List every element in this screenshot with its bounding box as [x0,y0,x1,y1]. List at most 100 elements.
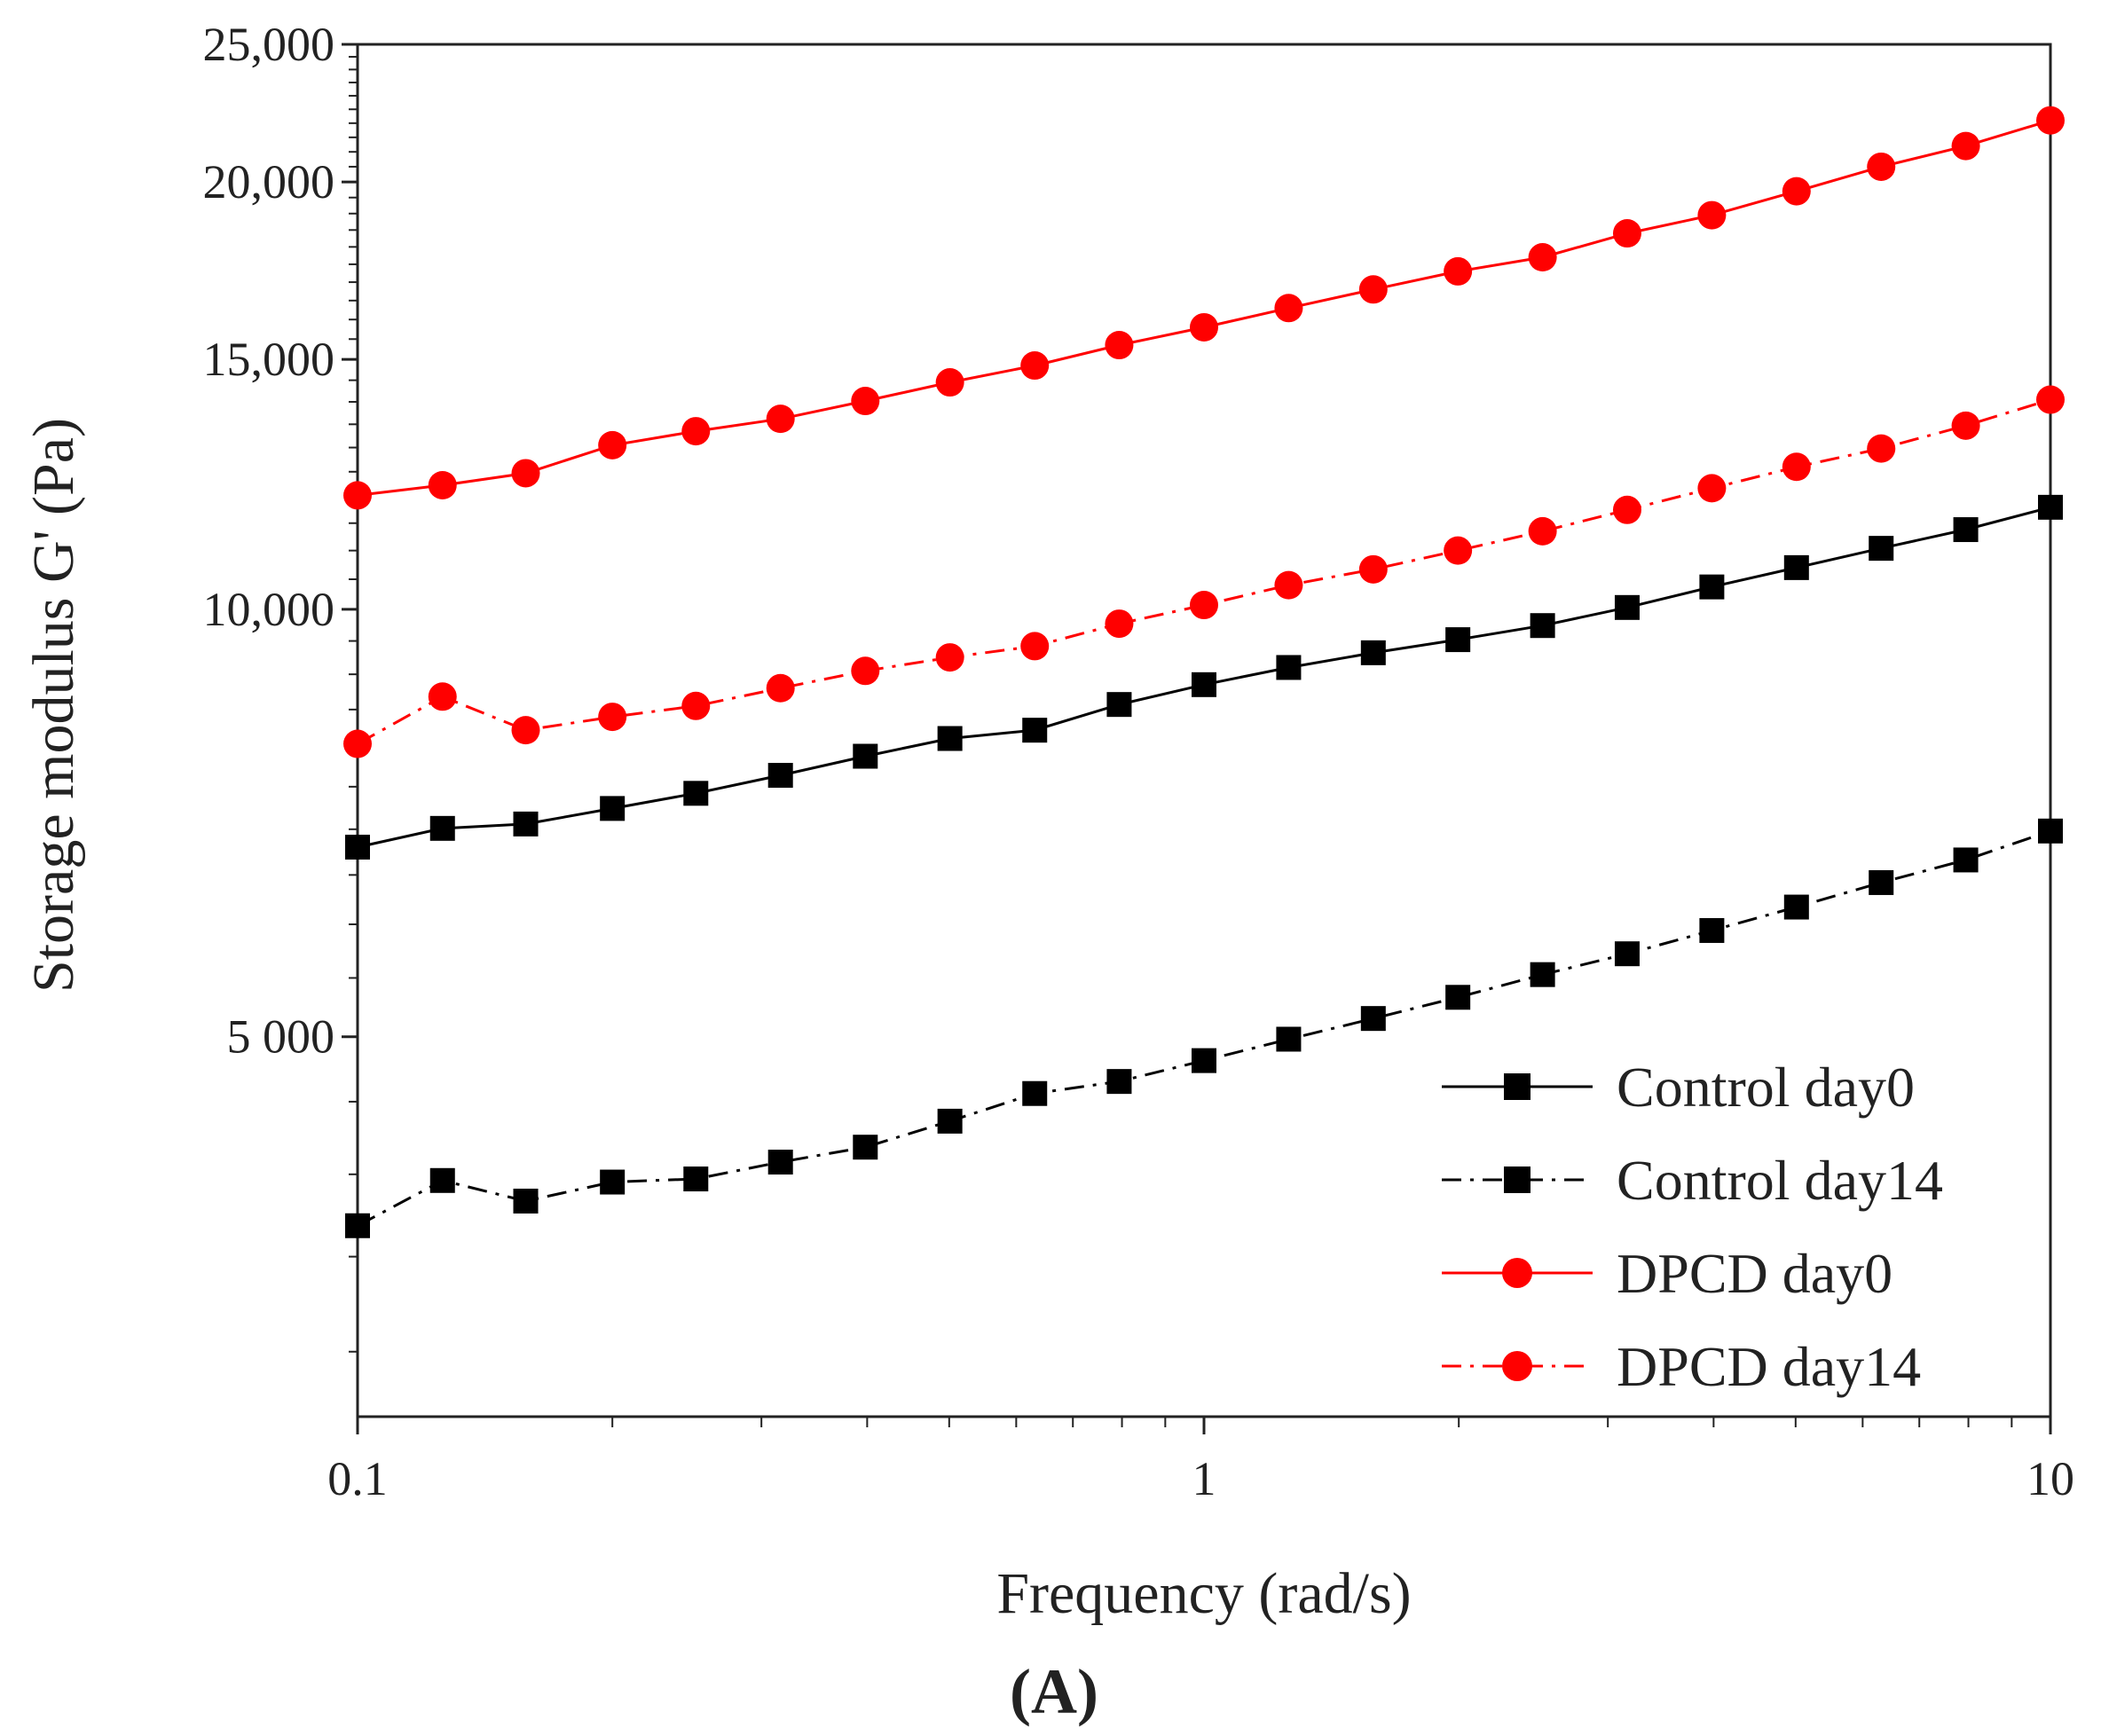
data-point-dpcd-day0 [1782,177,1811,206]
data-point-dpcd-day0 [851,387,880,416]
data-point-control-day14 [1106,1069,1132,1095]
data-point-dpcd-day0 [1020,351,1050,381]
data-point-control-day14 [1360,1006,1386,1032]
data-point-control-day14 [937,1108,963,1134]
data-point-control-day0 [1614,594,1640,620]
data-point-control-day14 [1192,1048,1216,1073]
y-tick-label: 20,000 [203,155,335,208]
data-point-dpcd-day0 [1867,152,1896,181]
legend-entry-control-day0: Control day0 [1442,1056,1915,1119]
data-point-control-day0 [1869,536,1894,562]
x-axis-title: Frequency (rad/s) [996,1561,1411,1626]
data-point-dpcd-day0 [1951,131,1980,161]
data-point-control-day14 [767,1150,793,1175]
data-point-control-day0 [1106,692,1132,718]
x-tick-label: 10 [2026,1452,2074,1505]
data-point-control-day14 [1783,894,1809,920]
legend-label-dpcd-day0: DPCD day0 [1617,1242,1892,1305]
data-point-dpcd-day14 [343,729,372,758]
series-dpcd-day0 [343,106,2065,510]
data-point-control-day14 [1445,985,1471,1010]
data-point-dpcd-day14 [1020,632,1050,661]
data-point-dpcd-day0 [343,481,372,510]
data-point-dpcd-day14 [511,716,540,745]
data-point-control-day14 [345,1213,370,1238]
data-point-dpcd-day0 [428,470,457,499]
data-point-dpcd-day0 [1528,243,1557,272]
data-point-dpcd-day14 [1867,434,1896,463]
data-point-control-day0 [1953,517,1979,543]
data-point-control-day14 [513,1188,539,1214]
data-point-dpcd-day0 [1612,219,1641,248]
y-tick-label: 5 000 [227,1010,335,1064]
data-point-dpcd-day14 [598,703,627,732]
data-point-dpcd-day14 [766,673,795,703]
legend-marker-dpcd-day0 [1502,1258,1532,1288]
series-control-day0 [345,494,2063,860]
data-point-dpcd-day14 [1782,452,1811,482]
data-point-control-day14 [429,1167,455,1193]
data-point-dpcd-day0 [598,430,627,460]
legend-label-control-day14: Control day14 [1617,1149,1943,1212]
data-point-control-day14 [1530,962,1555,987]
data-point-control-day14 [853,1135,878,1160]
data-point-dpcd-day0 [1444,256,1473,286]
data-point-dpcd-day0 [1697,200,1727,230]
y-tick-label: 25,000 [203,18,335,71]
data-point-dpcd-day14 [1274,570,1303,600]
legend: Control day0 Control day14 DPCD day0 DPCD d… [1442,1056,1943,1398]
data-point-dpcd-day0 [1105,331,1134,360]
data-point-control-day0 [1360,640,1386,665]
data-point-dpcd-day14 [1528,516,1557,546]
legend-marker-control-day0 [1504,1073,1531,1100]
data-point-control-day14 [600,1169,626,1195]
data-point-dpcd-day0 [766,405,795,434]
data-point-dpcd-day14 [2036,385,2065,414]
data-point-control-day0 [1530,613,1555,639]
data-point-dpcd-day0 [1358,275,1388,304]
series-line-dpcd-day14 [357,398,2051,745]
legend-marker-control-day14 [1504,1166,1531,1193]
data-point-dpcd-day14 [1951,411,1980,440]
data-point-control-day0 [1445,627,1471,653]
data-point-control-day0 [1192,672,1216,697]
data-point-dpcd-day0 [1190,312,1218,342]
data-point-dpcd-day14 [681,691,711,720]
data-point-control-day0 [1022,718,1048,743]
x-tick-label: 1 [1192,1452,1216,1505]
legend-entry-control-day14: Control day14 [1442,1149,1943,1212]
y-axis-title: Storage modulus G' (Pa) [21,418,86,993]
y-tick-label: 15,000 [203,333,335,386]
legend-entry-dpcd-day0: DPCD day0 [1442,1242,1892,1305]
data-point-control-day0 [1783,554,1809,580]
data-point-control-day14 [1022,1080,1048,1106]
data-point-control-day0 [937,726,963,751]
data-point-dpcd-day14 [1612,495,1641,524]
data-point-control-day14 [683,1166,709,1192]
x-axis: 0.1 1 10 [327,1417,2074,1505]
legend-label-control-day0: Control day0 [1617,1056,1915,1119]
data-point-control-day0 [1276,655,1302,680]
series-layer [343,106,2065,1238]
data-point-dpcd-day14 [1105,609,1134,639]
data-point-control-day14 [2038,818,2063,844]
series-control-day14 [345,818,2063,1238]
data-point-control-day0 [600,796,626,821]
data-point-dpcd-day0 [681,417,711,446]
panel-label: (A) [1010,1656,1098,1727]
data-point-control-day0 [853,743,878,769]
data-point-dpcd-day14 [1444,536,1473,565]
data-point-control-day0 [513,811,539,837]
data-point-dpcd-day14 [1697,474,1727,503]
series-dpcd-day14 [343,385,2065,758]
data-point-dpcd-day0 [1274,294,1303,323]
data-point-dpcd-day14 [851,656,880,686]
data-point-control-day0 [683,781,709,806]
data-point-dpcd-day14 [1190,591,1218,620]
legend-label-dpcd-day14: DPCD day14 [1617,1335,1921,1398]
data-point-control-day14 [1953,847,1979,873]
data-point-control-day0 [345,834,370,860]
data-point-control-day0 [1699,574,1725,600]
data-point-control-day0 [429,815,455,841]
